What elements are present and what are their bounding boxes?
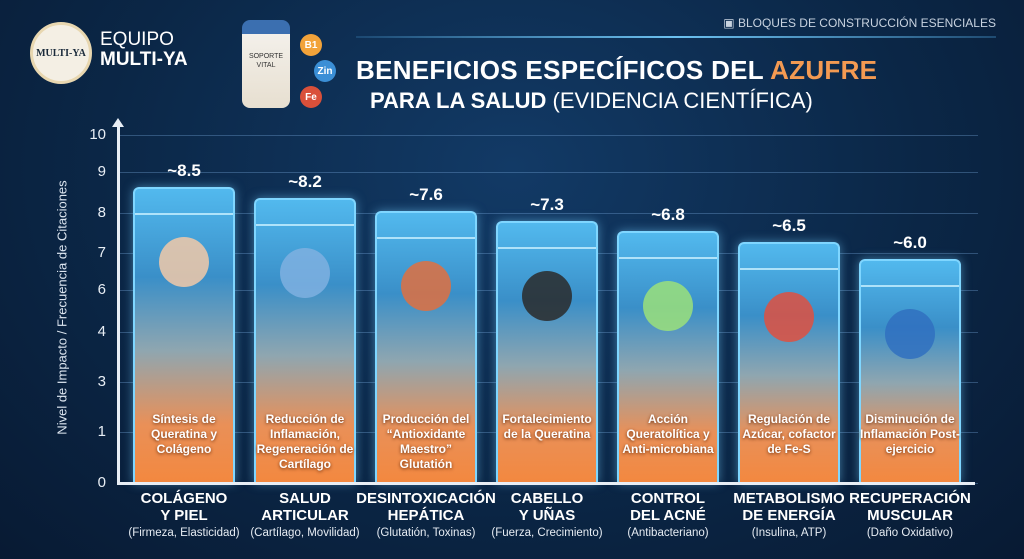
- bar-value-label: ~6.5: [772, 215, 806, 235]
- benefit-illustration-icon: [643, 281, 693, 332]
- gridline: [118, 213, 978, 214]
- category-sublabel: (Insulina, ATP): [751, 527, 827, 539]
- tagline: ▣ BLOQUES DE CONSTRUCCIÓN ESENCIALES: [723, 16, 996, 30]
- bar-description: Síntesis de Queratina y Colágeno: [150, 412, 218, 456]
- y-tick-label: 7: [97, 244, 106, 261]
- category-sublabel: (Antibacteriano): [627, 527, 709, 539]
- benefit-illustration-icon: [885, 309, 935, 360]
- chart-title: BENEFICIOS ESPECÍFICOS DEL AZUFRE: [356, 55, 877, 86]
- category-label: COLÁGENO: [140, 490, 228, 507]
- bar-description: Regulación de Azúcar, cofactor de Fe-S: [742, 412, 836, 456]
- category-label-line2: HEPÁTICA: [387, 507, 465, 524]
- bar-value-label: ~8.2: [288, 171, 322, 191]
- bar-description: Acción Queratolítica y Anti-microbiana: [622, 412, 714, 456]
- title-highlight: AZUFRE: [770, 55, 878, 85]
- y-tick-label: 1: [97, 423, 106, 440]
- x-axis: [117, 482, 975, 485]
- bar-inner-band: [135, 213, 233, 216]
- zinc-icon: Zin: [314, 60, 336, 82]
- y-tick-label: 0: [97, 474, 106, 491]
- bar-description: Producción del “Antioxidante Maestro” Gl…: [382, 412, 470, 471]
- y-tick-label: 3: [97, 373, 106, 390]
- bar-inner-band: [619, 257, 717, 260]
- category-label-line2: ARTICULAR: [261, 507, 349, 524]
- bar-description: Fortalecimiento de la Queratina: [502, 412, 592, 441]
- bar-inner-band: [498, 246, 596, 249]
- y-axis-arrow-icon: [112, 118, 124, 127]
- category-label: METABOLISMO: [733, 490, 845, 507]
- category-label-line2: Y UÑAS: [518, 507, 576, 524]
- category-label: RECUPERACIÓN: [849, 490, 971, 507]
- category-label: SALUD: [279, 490, 331, 507]
- category-sublabel: (Cartílago, Movilidad): [250, 527, 360, 539]
- category-label: CONTROL: [630, 490, 706, 507]
- bar-6: [738, 241, 840, 483]
- bar-5: [617, 231, 719, 483]
- y-tick-label: 8: [97, 204, 106, 221]
- benefit-illustration-icon: [522, 270, 572, 321]
- subtitle-bold: PARA LA SALUD: [370, 88, 547, 113]
- y-tick-label: 4: [97, 323, 106, 340]
- category-label-line2: DEL ACNÉ: [630, 507, 706, 524]
- chart-subtitle: PARA LA SALUD (EVIDENCIA CIENTÍFICA): [370, 88, 813, 114]
- iron-icon: Fe: [300, 86, 322, 108]
- category-sublabel: (Glutatión, Toxinas): [376, 527, 476, 539]
- brand-name: EQUIPO MULTI-YA: [100, 30, 188, 70]
- brand-line1: EQUIPO: [100, 29, 174, 50]
- benefit-illustration-icon: [401, 260, 451, 311]
- bar-inner-band: [861, 285, 959, 288]
- bar-value-label: ~6.8: [651, 205, 685, 225]
- vitamin-b1-icon: B1: [300, 34, 322, 56]
- category-label-line2: DE ENERGÍA: [742, 507, 836, 524]
- bar-value-label: ~6.0: [893, 233, 927, 253]
- bar-inner-band: [256, 223, 354, 226]
- gridline: [118, 135, 978, 136]
- bar-inner-band: [377, 236, 475, 239]
- category-sublabel: (Daño Oxidativo): [866, 527, 954, 539]
- multi-ya-logo: MULTI-YA: [30, 22, 92, 84]
- tagline-text: BLOQUES DE CONSTRUCCIÓN ESENCIALES: [737, 16, 996, 30]
- title-text: BENEFICIOS ESPECÍFICOS DEL: [356, 55, 771, 85]
- benefit-illustration-icon: [764, 291, 814, 342]
- logo-text: MULTI-YA: [36, 47, 86, 59]
- bar-inner-band: [740, 267, 838, 270]
- category-sublabel: (Firmeza, Elasticidad): [128, 527, 240, 539]
- category-label-line2: Y PIEL: [160, 507, 208, 524]
- supplement-bottle-icon: SOPORTE VITAL: [242, 20, 290, 108]
- bar-description: Disminución de Inflamación Post-ejercici…: [859, 412, 960, 456]
- subtitle-rest: (EVIDENCIA CIENTÍFICA): [546, 88, 813, 113]
- bar-1: [133, 187, 235, 483]
- header-divider: [356, 36, 996, 38]
- benefit-illustration-icon: [159, 237, 209, 288]
- bar-value-label: ~7.3: [530, 194, 564, 214]
- bar-3: [375, 210, 477, 483]
- bar-description: Reducción de Inflamación, Regeneración d…: [256, 412, 354, 471]
- bar-4: [496, 220, 598, 483]
- y-tick-label: 10: [89, 126, 106, 143]
- y-tick-label: 9: [97, 163, 106, 180]
- category-label: DESINTOXICACIÓN: [356, 490, 496, 507]
- bar-2: [254, 197, 356, 483]
- y-axis-label: Nivel de Impacto / Frecuencia de Citacio…: [54, 180, 70, 435]
- benefit-illustration-icon: [280, 247, 330, 298]
- category-label: CABELLO: [510, 490, 584, 507]
- y-tick-label: 6: [97, 281, 106, 298]
- brand-line2: MULTI-YA: [100, 49, 188, 70]
- bar-7: [859, 259, 961, 483]
- y-axis: [117, 125, 120, 485]
- gridline: [118, 172, 978, 173]
- bar-value-label: ~7.6: [409, 184, 443, 204]
- bar-value-label: ~8.5: [167, 161, 201, 181]
- category-label-line2: MUSCULAR: [867, 507, 953, 524]
- bottle-label: SOPORTE VITAL: [248, 53, 284, 69]
- category-sublabel: (Fuerza, Crecimiento): [491, 527, 603, 539]
